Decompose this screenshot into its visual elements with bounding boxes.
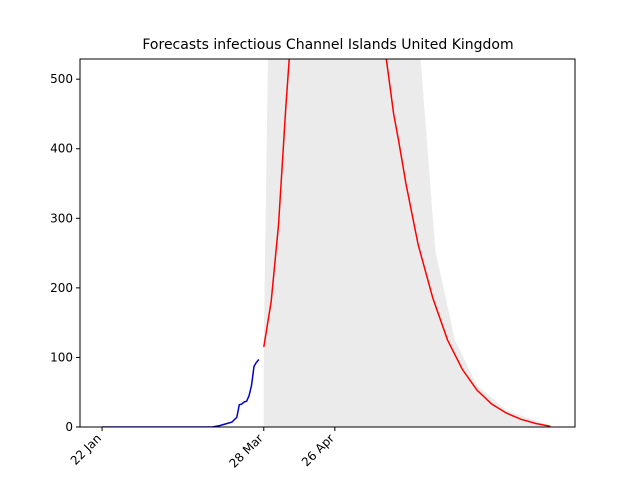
plot-area: [102, 59, 551, 427]
series-line: [263, 59, 551, 427]
y-tick-label: 500: [50, 72, 73, 86]
y-tick-label: 0: [65, 420, 73, 434]
y-tick-label: 300: [50, 211, 73, 225]
x-tick-label: 26 Apr: [299, 431, 337, 469]
y-tick-label: 200: [50, 281, 73, 295]
axes-frame: [79, 58, 576, 428]
x-tick-label: 22 Jan: [68, 431, 104, 467]
series-line: [102, 359, 260, 427]
y-tick-label: 400: [50, 142, 73, 156]
y-tick-label: 100: [50, 350, 73, 364]
forecast-band: [263, 59, 551, 427]
x-tick-label: 28 Mar: [226, 431, 265, 470]
chart-title: Forecasts infectious Channel Islands Uni…: [142, 37, 513, 53]
